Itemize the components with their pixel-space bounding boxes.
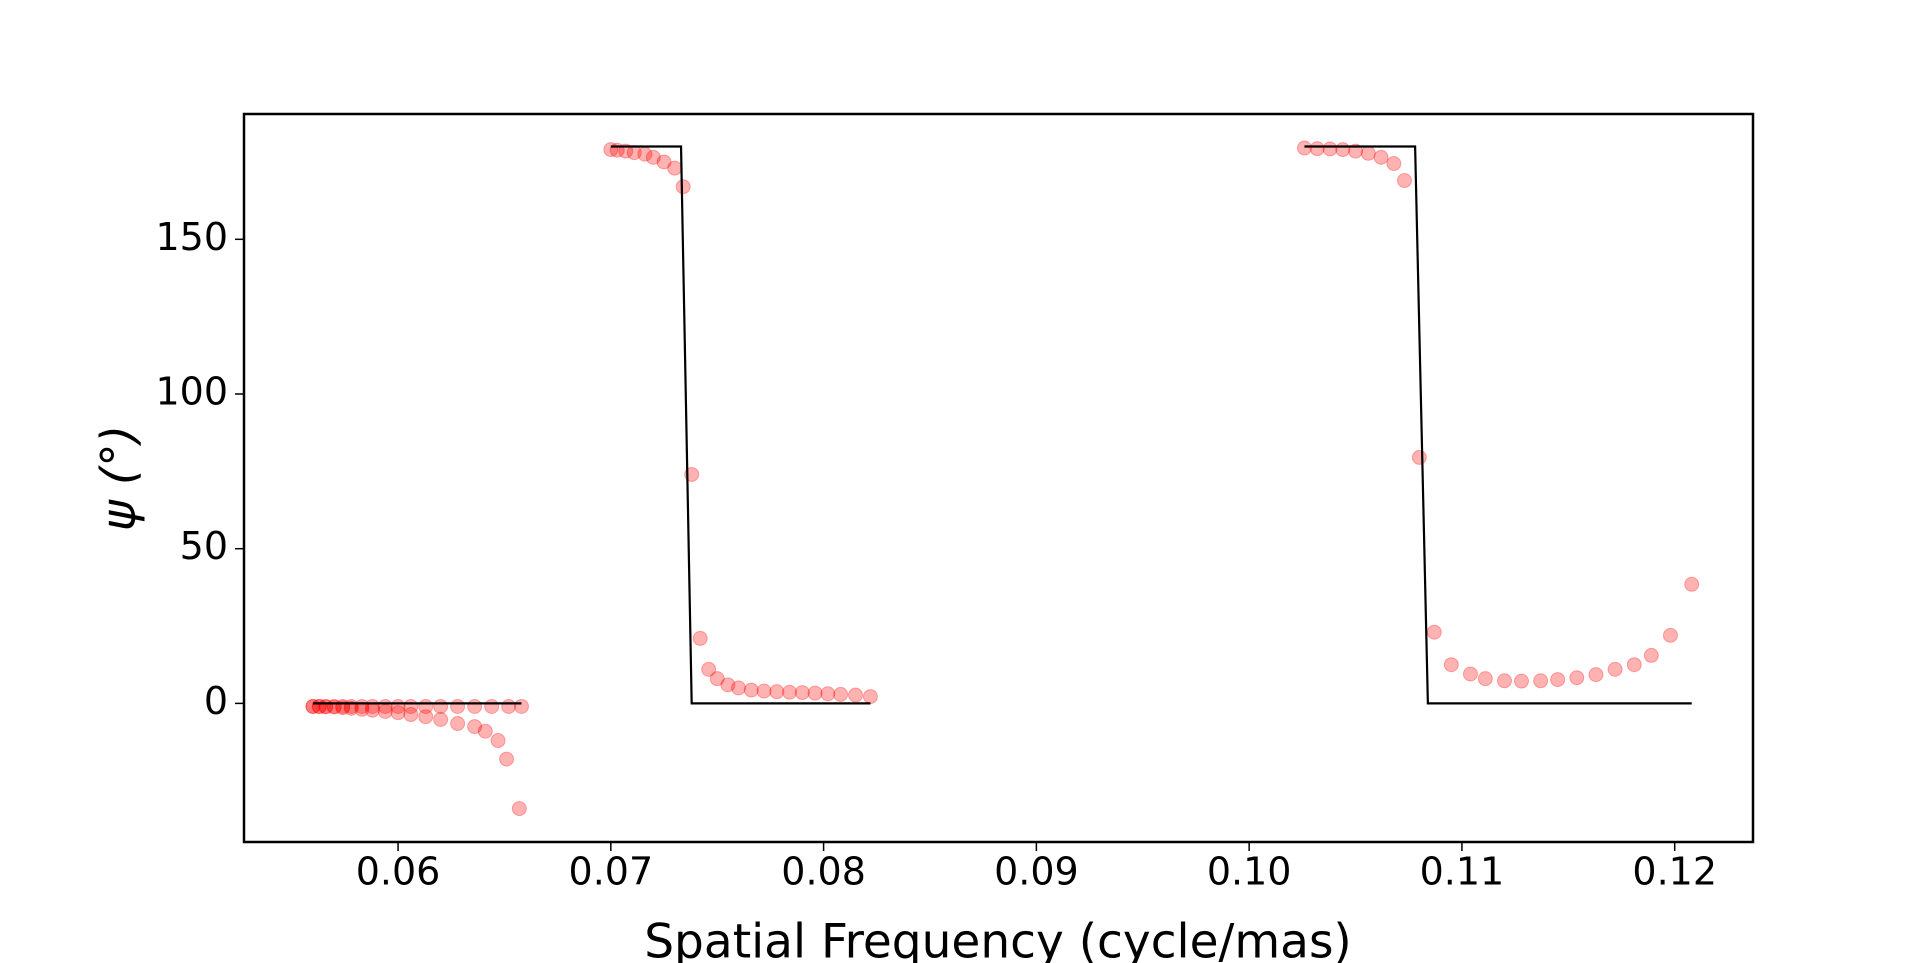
x-axis-label: Spatial Frequency (cycle/mas): [644, 915, 1352, 963]
point: [794, 685, 810, 701]
point: [675, 179, 691, 195]
x-tick-label: 0.07: [569, 850, 654, 894]
point: [1411, 449, 1427, 465]
point: [418, 709, 434, 725]
point: [862, 689, 878, 705]
point: [1309, 141, 1325, 157]
point: [433, 711, 449, 727]
point: [1569, 670, 1585, 686]
point: [720, 677, 736, 693]
point: [656, 154, 672, 170]
point: [467, 698, 483, 714]
x-tick-label: 0.10: [1207, 850, 1292, 894]
point: [1643, 647, 1659, 663]
point: [354, 701, 370, 717]
point: [377, 703, 393, 719]
point: [403, 707, 419, 723]
point: [1373, 149, 1389, 165]
point: [433, 698, 449, 714]
point: [618, 143, 634, 159]
point: [477, 723, 493, 739]
point: [1426, 624, 1442, 640]
point: [692, 630, 708, 646]
point: [513, 698, 529, 714]
x-tick-label: 0.09: [994, 850, 1079, 894]
point: [1514, 673, 1530, 689]
point: [499, 751, 515, 767]
point: [1335, 142, 1351, 158]
point: [467, 719, 483, 735]
point: [365, 702, 381, 718]
point: [645, 149, 661, 165]
point: [511, 801, 527, 817]
x-tick-label: 0.08: [781, 850, 866, 894]
y-tick-label: 50: [180, 524, 228, 568]
point: [1607, 661, 1623, 677]
point: [1626, 657, 1642, 673]
point: [701, 661, 717, 677]
point: [1662, 627, 1678, 643]
point: [1322, 141, 1338, 157]
model-line: [312, 145, 1692, 705]
point: [450, 698, 466, 714]
point: [1462, 666, 1478, 682]
point: [1684, 576, 1700, 592]
point: [1588, 667, 1604, 683]
point: [807, 685, 823, 701]
point: [1477, 671, 1493, 687]
point: [1496, 673, 1512, 689]
x-tick-label: 0.11: [1420, 850, 1505, 894]
point: [484, 698, 500, 714]
point: [1533, 673, 1549, 689]
x-tick-label: 0.12: [1632, 850, 1717, 894]
y-axis-label: ψ (°): [92, 425, 147, 531]
point: [667, 160, 683, 176]
point: [1396, 173, 1412, 189]
plot-frame: [242, 112, 1755, 844]
y-tick-label: 100: [155, 370, 228, 414]
point: [1360, 145, 1376, 161]
point: [1550, 672, 1566, 688]
point: [848, 687, 864, 703]
point: [709, 671, 725, 687]
point: [1386, 156, 1402, 172]
y-tick-label: 150: [155, 215, 228, 259]
point: [390, 705, 406, 721]
point: [782, 684, 798, 700]
y-tick-label: 0: [204, 679, 228, 723]
point: [1348, 143, 1364, 159]
point: [833, 686, 849, 702]
point: [820, 686, 836, 702]
point: [1443, 657, 1459, 673]
point: [1296, 140, 1312, 156]
x-tick-label: 0.06: [356, 850, 441, 894]
point: [743, 682, 759, 698]
point: [730, 680, 746, 696]
point: [490, 733, 506, 749]
point: [343, 700, 359, 716]
point: [756, 683, 772, 699]
point: [769, 684, 785, 700]
point: [450, 716, 466, 732]
point: [501, 698, 517, 714]
